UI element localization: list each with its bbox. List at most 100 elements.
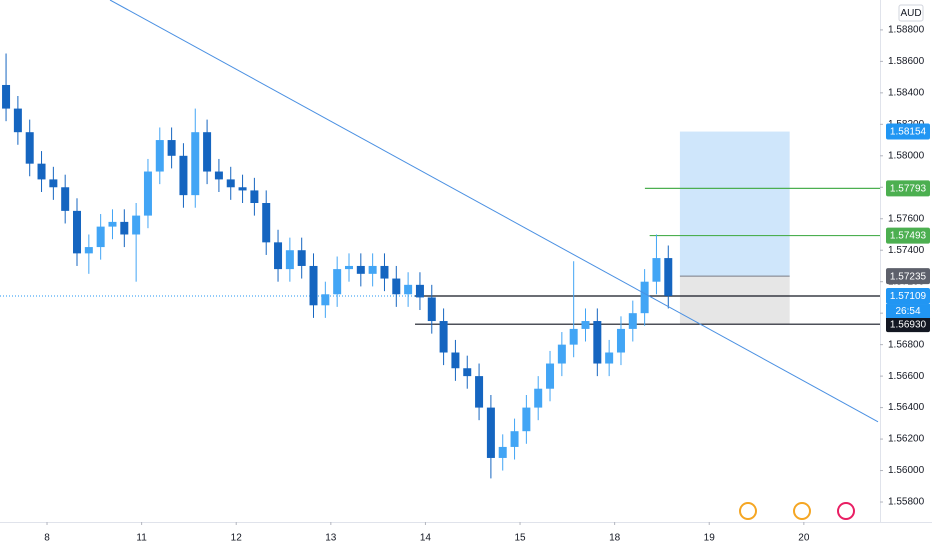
candle-body (120, 221, 129, 235)
candle-body (167, 140, 176, 156)
candle-body (155, 140, 164, 172)
x-tick-label: 12 (231, 533, 243, 544)
candle-body (84, 247, 93, 254)
candle-body (534, 388, 543, 408)
candle-body (297, 250, 306, 266)
candle-body (498, 446, 507, 458)
price-label-box (886, 316, 930, 333)
x-tick-label: 11 (136, 533, 147, 544)
candle-body (463, 368, 472, 377)
candle-body (285, 250, 294, 270)
candle-body (664, 258, 673, 296)
y-tick-label: 1.57400 (888, 245, 925, 256)
candle-body (439, 321, 448, 353)
y-tick-label: 1.57600 (888, 213, 925, 224)
candle-body (451, 352, 460, 369)
x-tick-label: 8 (44, 533, 50, 544)
candle-body (179, 155, 188, 196)
price-label-box (886, 180, 930, 197)
candle-body (108, 221, 117, 227)
candle-body (605, 352, 614, 364)
event-icon[interactable] (793, 502, 811, 520)
candle-body (2, 84, 11, 109)
candle-body (143, 171, 152, 216)
candle-body (392, 278, 401, 295)
candle-body (250, 190, 259, 204)
event-icon[interactable] (739, 502, 757, 520)
candle-body (510, 431, 519, 447)
currency-box[interactable] (898, 4, 924, 22)
candle-body (132, 215, 141, 235)
countdown: 26:54 (895, 306, 920, 317)
candle-body (344, 265, 353, 270)
candle-body (321, 294, 330, 306)
current-price-label: 1.57109 (890, 291, 927, 302)
x-tick-label: 14 (420, 533, 432, 544)
candle-body (581, 321, 590, 329)
candle-body (368, 265, 377, 274)
candle-body (203, 132, 212, 172)
current-price-label-box (886, 288, 930, 305)
event-icons (739, 502, 855, 520)
candle-body (214, 171, 223, 180)
y-tick-label: 1.56800 (888, 339, 925, 350)
candle-body (557, 344, 566, 364)
y-tick-label: 1.58600 (888, 56, 925, 67)
price-label: 1.57235 (890, 271, 927, 282)
candle-body (380, 265, 389, 279)
position-loss-zone (679, 276, 790, 325)
candle-body (569, 328, 578, 345)
price-label: 1.56930 (890, 319, 927, 330)
candle-body (73, 210, 82, 254)
y-tick-label: 1.56400 (888, 402, 925, 413)
price-label-box (886, 227, 930, 244)
candle-body (25, 132, 34, 164)
candle-body (333, 269, 342, 295)
candle-body (226, 179, 235, 188)
candle-body (522, 407, 531, 432)
candle-body (640, 281, 649, 314)
candle-body (262, 203, 271, 243)
candle-body (427, 297, 436, 322)
x-tick-label: 19 (704, 533, 716, 544)
price-label: 1.58154 (890, 127, 927, 138)
price-label-box (886, 123, 930, 140)
x-tick-label: 15 (514, 533, 526, 544)
candle-body (309, 265, 318, 306)
currency-label: AUD (900, 8, 921, 19)
candle-body (96, 226, 105, 248)
x-tick-label: 20 (798, 533, 810, 544)
countdown-box (886, 304, 930, 319)
candle-body (546, 363, 555, 389)
y-tick-label: 1.58000 (888, 150, 925, 161)
candle-body (404, 284, 413, 295)
candle-body (628, 313, 637, 329)
candle-body (274, 242, 283, 270)
price-label: 1.57793 (890, 184, 927, 195)
y-tick-label: 1.55800 (888, 497, 925, 508)
position-profit-zone (679, 131, 790, 277)
candle-body (61, 187, 70, 211)
price-label-box (886, 268, 930, 285)
candle-body (49, 179, 58, 188)
candle-body (616, 328, 625, 353)
x-tick-label: 13 (325, 533, 337, 544)
candle-body (486, 407, 495, 458)
y-tick-label: 1.56600 (888, 371, 925, 382)
candle-body (191, 132, 200, 196)
candle-body (238, 187, 247, 191)
candle-body (475, 376, 484, 408)
y-tick-label: 1.56200 (888, 434, 925, 445)
plot-area (0, 0, 880, 479)
candle-body (37, 163, 46, 180)
y-tick-label: 1.58400 (888, 87, 925, 98)
candle-body (356, 265, 365, 274)
event-icon[interactable] (837, 502, 855, 520)
x-tick-label: 18 (609, 533, 621, 544)
y-tick-label: 1.56000 (888, 465, 925, 476)
candle-body (652, 258, 661, 282)
candle-body (13, 108, 22, 133)
